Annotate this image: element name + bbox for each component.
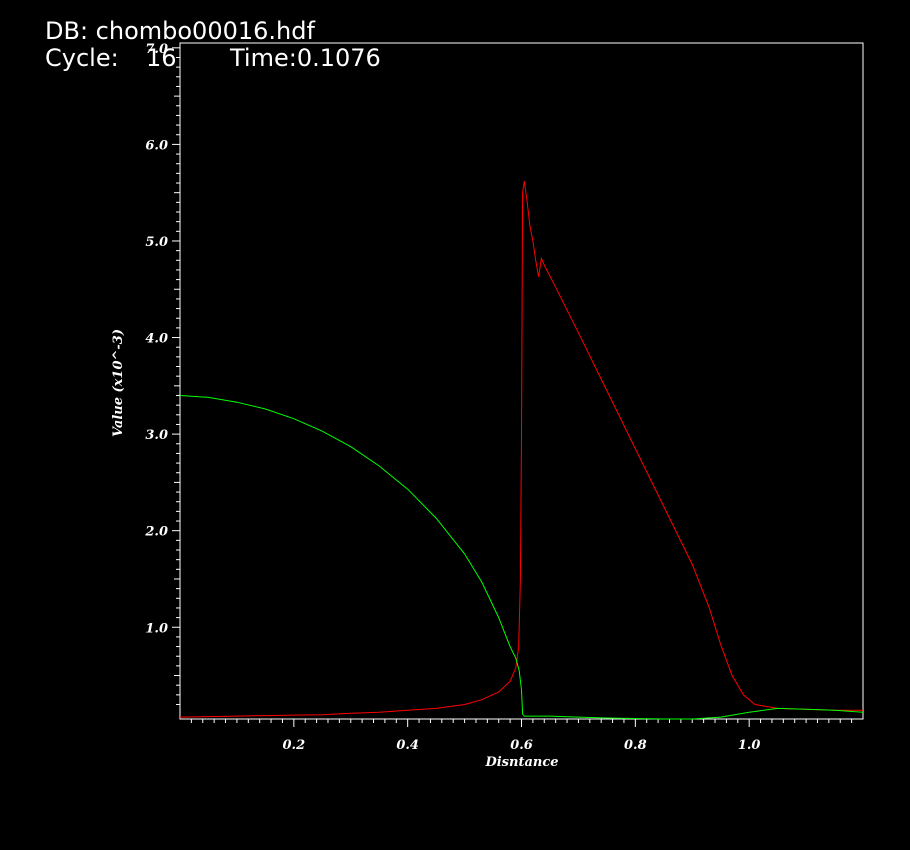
cycle-label: Cycle: bbox=[45, 44, 119, 72]
x-tick-label: 0.6 bbox=[510, 738, 533, 753]
y-tick-label: 7.0 bbox=[145, 42, 168, 57]
y-tick-label: 6.0 bbox=[145, 138, 168, 153]
y-axis-label: Value (x10^-3) bbox=[111, 329, 126, 437]
y-tick-label: 1.0 bbox=[145, 621, 168, 636]
red-series-line bbox=[179, 181, 863, 718]
db-filename-text: DB: chombo00016.hdf bbox=[45, 17, 315, 45]
x-tick-label: 0.8 bbox=[624, 738, 647, 753]
x-tick-label: 0.4 bbox=[396, 738, 419, 753]
x-axis-label: Disntance bbox=[484, 755, 558, 770]
y-tick-label: 3.0 bbox=[145, 428, 168, 443]
y-tick-label: 2.0 bbox=[144, 525, 168, 540]
y-tick-label: 5.0 bbox=[145, 235, 168, 250]
time-label: Time:0.1076 bbox=[230, 44, 381, 72]
green-series-line bbox=[179, 395, 864, 720]
cycle-value: 16 bbox=[146, 44, 177, 72]
x-tick-label: 1.0 bbox=[738, 738, 761, 753]
y-tick-label: 4.0 bbox=[145, 332, 168, 347]
x-tick-label: 0.2 bbox=[283, 738, 306, 753]
